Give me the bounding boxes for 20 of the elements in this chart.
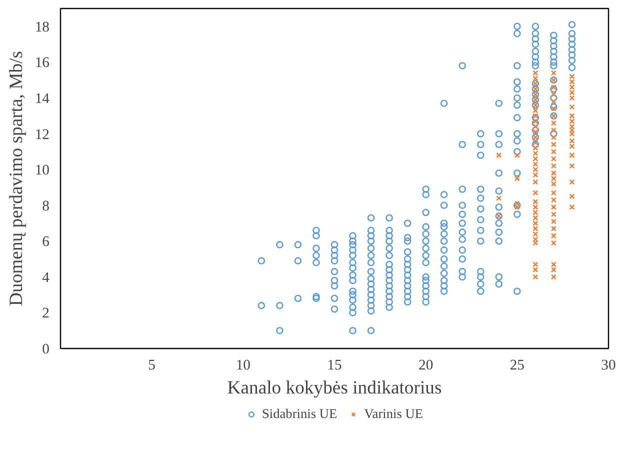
y-tick-label: 12 bbox=[34, 126, 50, 143]
legend-label: Varinis UE bbox=[364, 406, 424, 422]
y-tick-label: 6 bbox=[42, 234, 50, 250]
y-tick-label: 10 bbox=[34, 162, 50, 179]
x-tick-label: 25 bbox=[510, 358, 524, 374]
y-tick-label: 16 bbox=[34, 55, 50, 72]
x-tick-label: 5 bbox=[148, 358, 156, 374]
x-tick-label: 10 bbox=[236, 358, 250, 374]
y-tick-label: 14 bbox=[34, 90, 50, 107]
y-tick-label: 18 bbox=[34, 19, 50, 36]
y-tick-label: 2 bbox=[42, 306, 50, 322]
x-tick-label: 15 bbox=[327, 358, 342, 374]
y-tick-label: 8 bbox=[42, 198, 50, 214]
y-axis-title: Duomenų perdavimo sparta, Mb/s bbox=[6, 51, 27, 306]
y-tick-label: 0 bbox=[42, 342, 50, 358]
x-tick-label: 20 bbox=[418, 358, 434, 374]
x-tick-label: 30 bbox=[601, 358, 616, 374]
legend-label: Sidabrinis UE bbox=[262, 406, 338, 422]
y-tick-label: 4 bbox=[42, 270, 50, 286]
x-axis-title: Kanalo kokybės indikatorius bbox=[227, 378, 442, 398]
